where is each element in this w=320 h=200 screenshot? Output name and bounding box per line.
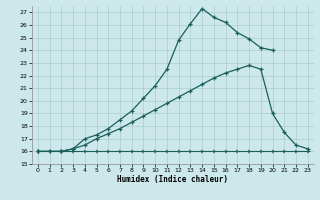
X-axis label: Humidex (Indice chaleur): Humidex (Indice chaleur) xyxy=(117,175,228,184)
